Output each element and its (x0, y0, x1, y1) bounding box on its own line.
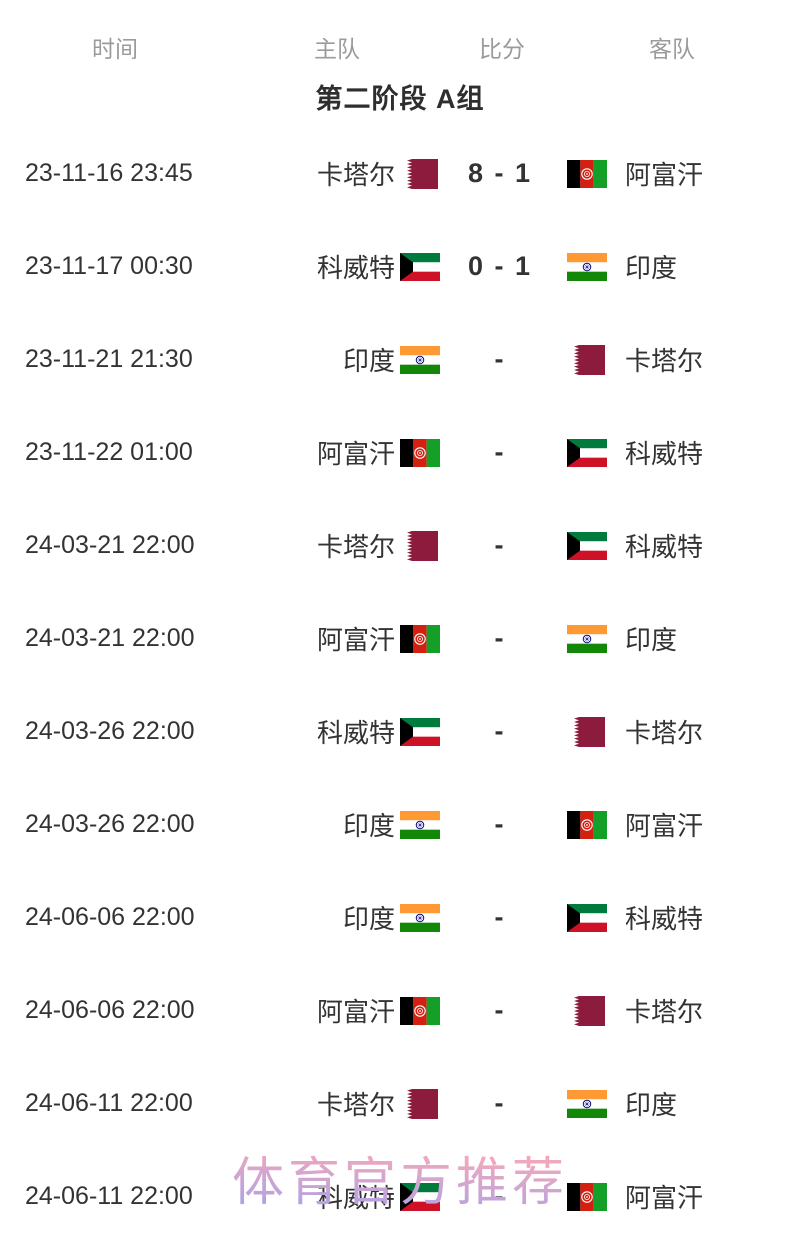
match-score: 8 - 1 (467, 158, 533, 188)
kuwait-flag-icon (400, 717, 440, 746)
match-time: 24-06-06 22:00 (25, 903, 195, 931)
home-team-name: 印度 (342, 346, 395, 376)
match-time: 24-06-06 22:00 (25, 996, 195, 1024)
match-row[interactable]: 24-06-11 22:00 科威特 - 阿富汗 (0, 1150, 800, 1233)
match-row[interactable]: 24-03-21 22:00 卡塔尔 - 科威特 (0, 499, 800, 592)
qatar-flag-icon (555, 716, 605, 747)
qatar-flag-icon (402, 530, 438, 561)
match-row[interactable]: 24-03-26 22:00 科威特 - 卡塔尔 (0, 685, 800, 778)
home-team-name: 卡塔尔 (316, 1090, 395, 1120)
qatar-flag-icon (402, 1088, 438, 1119)
home-team-name: 印度 (342, 811, 395, 841)
away-team-name: 科威特 (625, 532, 704, 562)
match-row[interactable]: 23-11-16 23:45 卡塔尔 8 - 1 阿富汗 (0, 127, 800, 220)
afghanistan-flag-icon (400, 996, 440, 1025)
match-row[interactable]: 24-03-21 22:00 阿富汗 - 印度 (0, 592, 800, 685)
match-row[interactable]: 23-11-17 00:30 科威特 0 - 1 印度 (0, 220, 800, 313)
match-row[interactable]: 24-03-26 22:00 印度 - 阿富汗 (0, 778, 800, 871)
match-score: - (494, 437, 506, 467)
india-flag-icon (553, 252, 607, 281)
match-row[interactable]: 24-06-06 22:00 阿富汗 - 卡塔尔 (0, 964, 800, 1057)
column-header-time: 时间 (92, 36, 138, 62)
column-header-score: 比分 (479, 36, 525, 62)
match-score: - (494, 716, 506, 746)
afghanistan-flag-icon (553, 810, 607, 839)
match-time: 24-06-11 22:00 (25, 1089, 193, 1117)
india-flag-icon (400, 903, 440, 932)
kuwait-flag-icon (553, 531, 607, 560)
match-row[interactable]: 23-11-21 21:30 印度 - 卡塔尔 (0, 313, 800, 406)
group-title: 第二阶段 A组 (315, 84, 485, 114)
column-header-home: 主队 (314, 36, 360, 62)
match-time: 24-03-21 22:00 (25, 624, 195, 652)
column-header-away: 客队 (649, 36, 695, 62)
qatar-flag-icon (402, 158, 438, 189)
home-team-name: 阿富汗 (316, 439, 395, 469)
home-team-name: 科威特 (316, 1183, 395, 1213)
qatar-flag-icon (555, 995, 605, 1026)
home-team-name: 科威特 (316, 253, 395, 283)
match-score: - (494, 1181, 506, 1211)
india-flag-icon (553, 1089, 607, 1118)
away-team-name: 科威特 (625, 904, 704, 934)
india-flag-icon (553, 624, 607, 653)
qatar-flag-icon (555, 344, 605, 375)
home-team-name: 阿富汗 (316, 997, 395, 1027)
afghanistan-flag-icon (553, 159, 607, 188)
table-header: 时间 主队 比分 客队 (0, 8, 800, 66)
away-team-name: 卡塔尔 (625, 718, 704, 748)
india-flag-icon (400, 810, 440, 839)
away-team-name: 印度 (625, 253, 678, 283)
match-row[interactable]: 24-06-11 22:00 卡塔尔 - 印度 (0, 1057, 800, 1150)
match-time: 24-03-26 22:00 (25, 810, 195, 838)
away-team-name: 印度 (625, 625, 678, 655)
away-team-name: 阿富汗 (625, 811, 704, 841)
kuwait-flag-icon (553, 438, 607, 467)
match-score: - (494, 1088, 506, 1118)
match-score: - (494, 809, 506, 839)
away-team-name: 卡塔尔 (625, 997, 704, 1027)
afghanistan-flag-icon (400, 438, 440, 467)
home-team-name: 卡塔尔 (316, 532, 395, 562)
match-time: 23-11-21 21:30 (25, 345, 193, 373)
match-score: - (494, 995, 506, 1025)
match-time: 24-03-26 22:00 (25, 717, 195, 745)
kuwait-flag-icon (400, 252, 440, 281)
match-score: 0 - 1 (467, 251, 533, 281)
away-team-name: 阿富汗 (625, 160, 704, 190)
kuwait-flag-icon (553, 903, 607, 932)
away-team-name: 卡塔尔 (625, 346, 704, 376)
match-time: 24-06-11 22:00 (25, 1182, 193, 1210)
match-score: - (494, 530, 506, 560)
match-time: 23-11-22 01:00 (25, 438, 193, 466)
away-team-name: 阿富汗 (625, 1183, 704, 1213)
match-time: 23-11-16 23:45 (25, 159, 193, 187)
kuwait-flag-icon (400, 1182, 440, 1211)
match-row[interactable]: 24-06-06 22:00 印度 - 科威特 (0, 871, 800, 964)
home-team-name: 科威特 (316, 718, 395, 748)
match-list: 23-11-16 23:45 卡塔尔 8 - 1 阿富汗 23-11-17 00… (0, 127, 800, 1233)
match-time: 23-11-17 00:30 (25, 252, 193, 280)
home-team-name: 阿富汗 (316, 625, 395, 655)
afghanistan-flag-icon (400, 624, 440, 653)
match-time: 24-03-21 22:00 (25, 531, 195, 559)
afghanistan-flag-icon (553, 1182, 607, 1211)
match-score: - (494, 344, 506, 374)
away-team-name: 科威特 (625, 439, 704, 469)
match-score: - (494, 902, 506, 932)
away-team-name: 印度 (625, 1090, 678, 1120)
india-flag-icon (400, 345, 440, 374)
home-team-name: 印度 (342, 904, 395, 934)
match-score: - (494, 623, 506, 653)
home-team-name: 卡塔尔 (316, 160, 395, 190)
match-row[interactable]: 23-11-22 01:00 阿富汗 - 科威特 (0, 406, 800, 499)
